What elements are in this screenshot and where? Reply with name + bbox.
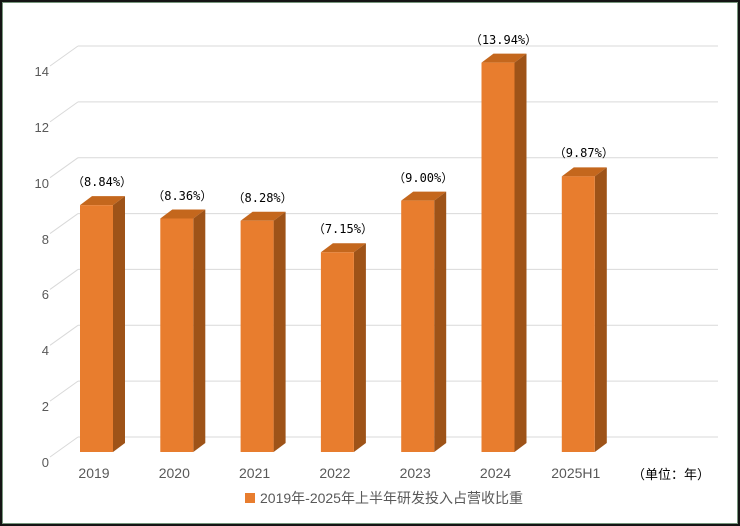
bar-data-label: （8.36%） — [152, 188, 213, 203]
bar-data-label: （8.28%） — [232, 190, 293, 205]
bar-front-face — [80, 205, 113, 452]
bar-side-face — [594, 167, 607, 452]
bar-side-face — [353, 243, 366, 452]
y-axis-tick-label: 2 — [41, 399, 49, 415]
plot-area — [49, 45, 718, 458]
bar-data-label: （9.87%） — [553, 146, 614, 161]
bar-front-face — [320, 252, 354, 452]
bar-side-face — [434, 191, 447, 452]
chart-area: 0 2 4 6 8 10 12 14 2019 2020 2021 2022 2023 2024 2025H… — [3, 3, 737, 523]
bar-front-face — [240, 220, 274, 452]
bar-top-face — [401, 191, 447, 201]
bar-data-label: （13.94%） — [469, 32, 538, 47]
bar-data-label: （7.15%） — [312, 222, 373, 237]
x-axis-category-label: 2025H1 — [551, 465, 601, 481]
bar-top-face — [320, 243, 366, 253]
y-axis-tick-label: 4 — [41, 343, 49, 359]
bar-data-label: （9.00%） — [393, 170, 454, 185]
legend-label: 2019年-2025年上半年研发投入占营收比重 — [260, 490, 523, 506]
gridline-diagonal — [49, 213, 79, 234]
bar-top-face — [561, 167, 607, 177]
bar-top-face — [481, 53, 527, 63]
bar-front-face — [401, 200, 435, 452]
legend-swatch — [245, 493, 256, 503]
bar-top-face — [80, 196, 125, 206]
gridline-diagonal — [49, 380, 79, 402]
gridline-diagonal — [49, 101, 79, 123]
gridline-diagonal — [49, 157, 79, 179]
bar-data-label: （8.84%） — [71, 175, 133, 190]
x-axis-category-label: 2021 — [239, 465, 271, 481]
y-axis-tick-label: 10 — [34, 175, 49, 191]
bar-side-face — [514, 53, 527, 452]
y-axis-tick-label: 0 — [41, 455, 49, 470]
y-axis-tick-label: 12 — [34, 119, 49, 135]
bar-top-face — [240, 211, 286, 221]
y-axis-tick-label: 6 — [41, 287, 49, 303]
x-axis-category-label: 2022 — [319, 465, 351, 481]
bar-side-face — [113, 196, 125, 452]
legend: 2019年-2025年上半年研发投入占营收比重 — [3, 490, 740, 506]
x-axis-category-label: 2023 — [399, 465, 431, 481]
y-axis-tick-label: 8 — [41, 231, 49, 247]
bar-side-face — [193, 209, 206, 452]
gridline-diagonal — [49, 269, 79, 290]
x-axis-category-label: 2020 — [158, 465, 190, 481]
y-axis-tick-label: 14 — [34, 64, 49, 79]
x-axis-category-label: 2019 — [78, 465, 110, 481]
gridline-diagonal — [49, 436, 79, 458]
bar-front-face — [160, 218, 194, 452]
bar-side-face — [273, 211, 286, 452]
bar-front-face — [481, 62, 515, 452]
gridline-diagonal — [49, 45, 79, 67]
bar-front-face — [561, 176, 595, 452]
x-axis-category-label: 2024 — [479, 465, 512, 481]
unit-label: （单位：年） — [631, 467, 710, 482]
gridline-diagonal — [49, 324, 79, 346]
bar-top-face — [160, 209, 206, 219]
